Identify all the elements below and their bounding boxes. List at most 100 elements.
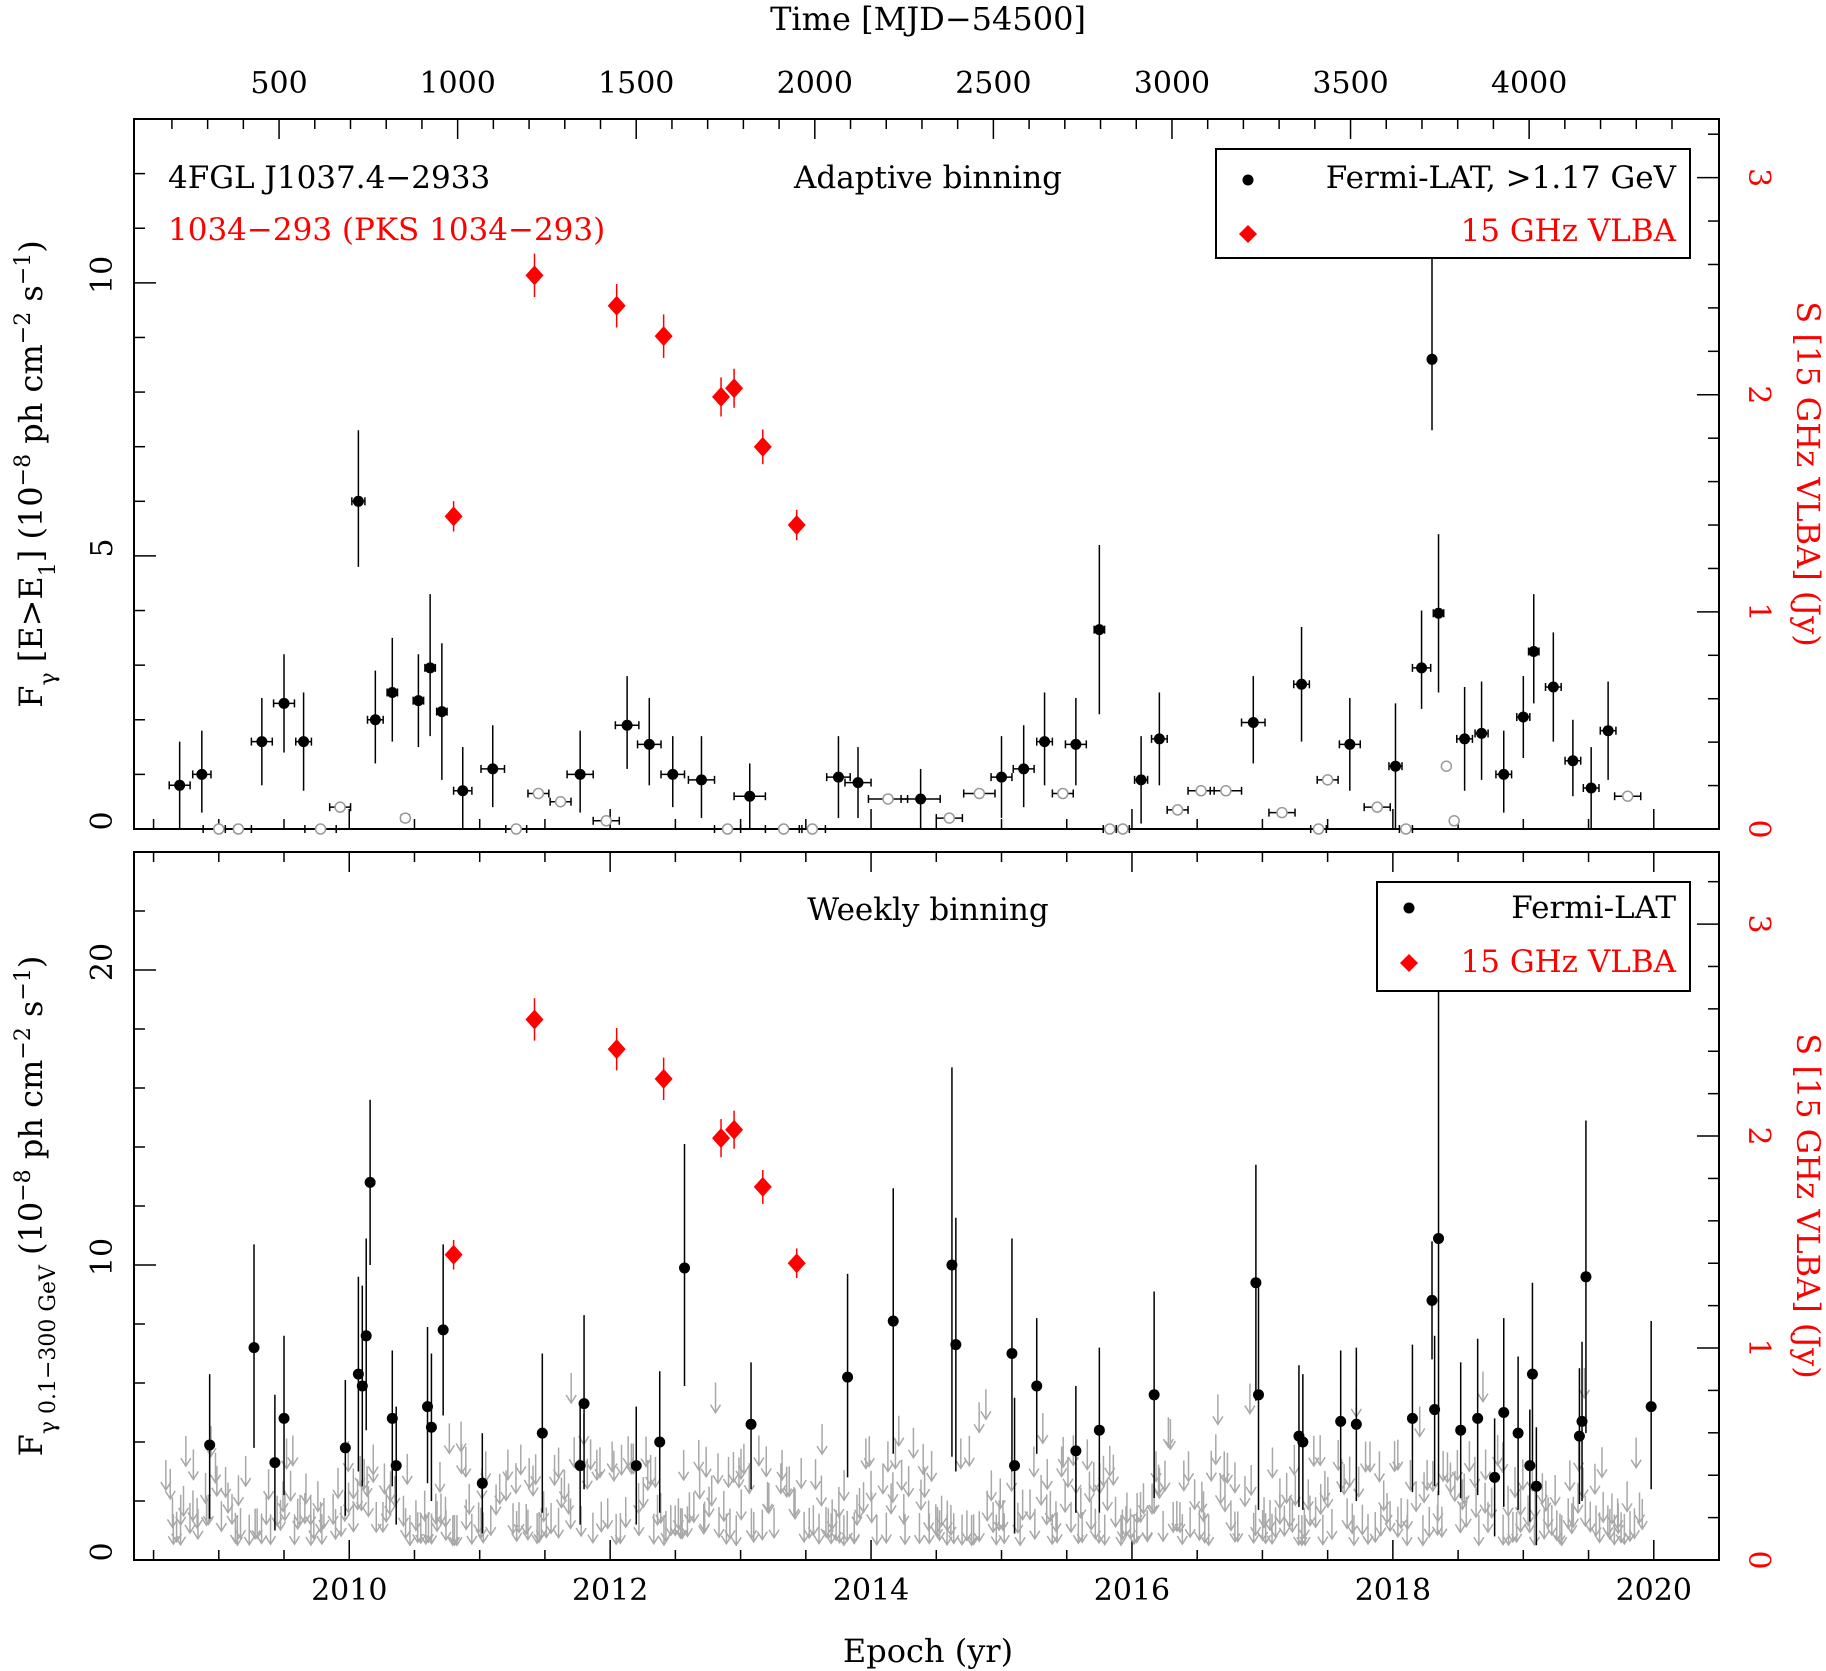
- upper-limit-arrow-head: [1510, 1533, 1523, 1544]
- upper-limit-arrow-head: [1564, 1481, 1576, 1492]
- fermi-point: [1455, 1424, 1467, 1436]
- bottom-legend-vlba-label: 15 GHz VLBA: [1461, 944, 1677, 980]
- fermi-point: [1472, 1412, 1484, 1424]
- upper-limit-arrow-head: [415, 1534, 427, 1545]
- upper-limit-arrow-head: [768, 1529, 780, 1540]
- upper-limit-point: [1371, 801, 1383, 813]
- fermi-point: [1517, 711, 1529, 723]
- upper-limit-arrow-head: [637, 1498, 649, 1509]
- upper-limit-point: [1195, 785, 1207, 797]
- upper-limit-point: [532, 787, 545, 800]
- upper-limit-arrow-head: [727, 1473, 740, 1484]
- upper-limit-arrow-head: [863, 1457, 875, 1468]
- vlba-point: [712, 1128, 731, 1149]
- upper-limit-point: [882, 793, 894, 805]
- upper-limit-arrow-head: [1062, 1478, 1074, 1489]
- upper-limit-arrow-head: [753, 1457, 765, 1467]
- upper-limit-arrow-head: [466, 1535, 478, 1546]
- bottom-panel-data: [160, 981, 1657, 1547]
- upper-limit-arrow-head: [332, 1489, 344, 1500]
- upper-limit-arrow-head: [1482, 1523, 1494, 1534]
- vlba-point: [712, 386, 731, 407]
- fermi-point: [476, 1477, 488, 1489]
- fermi-point: [1093, 1424, 1105, 1436]
- upper-limit-arrow-head: [694, 1490, 706, 1500]
- fermi-point: [1528, 646, 1540, 657]
- upper-limit-arrow-head: [820, 1528, 832, 1539]
- upper-limit-arrow-head: [713, 1528, 725, 1539]
- upper-limit-arrow-head: [1549, 1496, 1561, 1507]
- upper-limit-arrow-head: [1514, 1506, 1527, 1517]
- upper-limit-arrow-head: [1579, 1517, 1591, 1528]
- upper-limit-arrow-head: [1449, 1492, 1461, 1503]
- upper-limit-arrow-head: [807, 1526, 819, 1537]
- upper-limit-arrow-head: [941, 1536, 953, 1547]
- fermi-point: [1135, 774, 1147, 786]
- top-axis-title: Time [MJD−54500]: [770, 0, 1086, 38]
- upper-limit-arrow-head: [232, 1496, 245, 1507]
- upper-limit-arrow-head: [1421, 1481, 1433, 1492]
- fermi-point: [1009, 1460, 1021, 1472]
- upper-limit-arrow-head: [722, 1478, 735, 1489]
- upper-limit-arrow-head: [1479, 1471, 1492, 1481]
- fermi-point: [1573, 1430, 1585, 1442]
- fermi-point: [1645, 1401, 1657, 1413]
- upper-limit-arrow-head: [300, 1495, 312, 1505]
- upper-limit-arrow-head: [490, 1506, 502, 1516]
- upper-limit-arrow-head: [985, 1491, 997, 1502]
- upper-limit-arrow-head: [615, 1466, 628, 1477]
- upper-limit-arrow-head: [431, 1522, 443, 1533]
- fermi-point: [248, 1342, 260, 1354]
- upper-limit-arrow-head: [1146, 1505, 1158, 1515]
- mjd-tick-label: 4000: [1491, 66, 1567, 101]
- upper-limit-arrow-head: [783, 1487, 795, 1498]
- upper-limit-arrow-head: [1314, 1456, 1326, 1467]
- upper-limit-arrow-head: [1344, 1478, 1356, 1489]
- fermi-point: [204, 1439, 216, 1451]
- upper-limit-arrow-head: [1035, 1496, 1047, 1507]
- upper-limit-arrow-head: [1304, 1517, 1316, 1527]
- upper-limit-arrow-head: [1353, 1488, 1365, 1499]
- upper-limit-arrow-head: [1528, 1536, 1541, 1547]
- upper-limit-arrow-head: [255, 1534, 268, 1545]
- upper-limit-arrow-head: [660, 1532, 672, 1543]
- upper-limit-arrow-head: [896, 1481, 908, 1492]
- upper-limit-arrow-head: [1101, 1501, 1114, 1512]
- upper-limit-arrow-head: [973, 1532, 985, 1543]
- upper-limit-arrow-head: [1596, 1468, 1608, 1479]
- upper-limit-arrow-head: [848, 1535, 860, 1545]
- upper-limit-arrow-head: [681, 1527, 694, 1538]
- upper-limit-arrow-head: [1417, 1536, 1429, 1547]
- upper-limit-arrow-head: [1159, 1482, 1171, 1493]
- upper-limit-point: [1220, 785, 1232, 797]
- source-name-label: 4FGL J1037.4−2933: [168, 160, 490, 196]
- upper-limit-arrow-head: [548, 1476, 561, 1487]
- fermi-point: [424, 662, 436, 674]
- fermi-point: [842, 1371, 854, 1383]
- fermi-point: [1093, 624, 1105, 636]
- upper-limit-point: [1440, 760, 1453, 772]
- fermi-point: [1498, 768, 1510, 780]
- upper-limit-arrow-head: [1141, 1531, 1153, 1542]
- upper-limit-point: [399, 812, 412, 824]
- upper-limit-arrow-head: [191, 1519, 203, 1530]
- upper-limit-arrow-head: [187, 1471, 200, 1481]
- upper-limit-arrow-head: [380, 1513, 392, 1524]
- fermi-point: [1585, 782, 1597, 794]
- upper-limit-arrow-head: [1597, 1513, 1609, 1524]
- y-tick-label-right: 0: [1741, 819, 1776, 838]
- upper-limit-point: [1400, 823, 1412, 835]
- upper-limit-arrow-head: [1522, 1516, 1534, 1527]
- mjd-tick-label: 500: [250, 66, 307, 101]
- upper-limit-arrow-head: [177, 1507, 190, 1518]
- upper-limit-arrow-head: [1322, 1498, 1334, 1509]
- fermi-point: [1433, 1232, 1445, 1244]
- upper-limit-arrow-head: [1341, 1519, 1353, 1530]
- upper-limit-arrow-head: [299, 1514, 311, 1525]
- fermi-point: [630, 1460, 642, 1472]
- upper-limit-arrow-head: [545, 1524, 557, 1535]
- upper-limit-arrow-head: [899, 1535, 911, 1546]
- upper-limit-arrow-head: [175, 1516, 187, 1527]
- fermi-point: [1350, 1418, 1362, 1430]
